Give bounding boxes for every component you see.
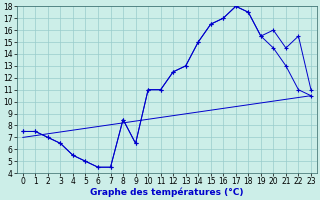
X-axis label: Graphe des températures (°C): Graphe des températures (°C) (90, 188, 244, 197)
